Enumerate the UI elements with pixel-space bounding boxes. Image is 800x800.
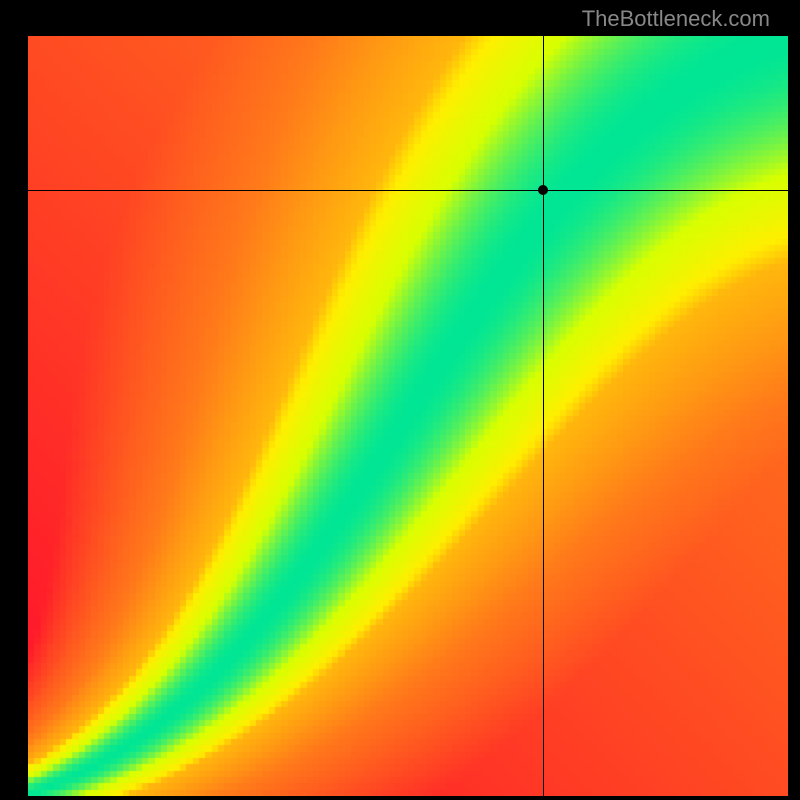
attribution-text: TheBottleneck.com bbox=[582, 6, 770, 32]
chart-container: TheBottleneck.com bbox=[0, 0, 800, 800]
crosshair-marker bbox=[538, 185, 548, 195]
crosshair-horizontal bbox=[28, 190, 788, 191]
bottleneck-heatmap bbox=[28, 36, 788, 796]
crosshair-vertical bbox=[543, 36, 544, 796]
